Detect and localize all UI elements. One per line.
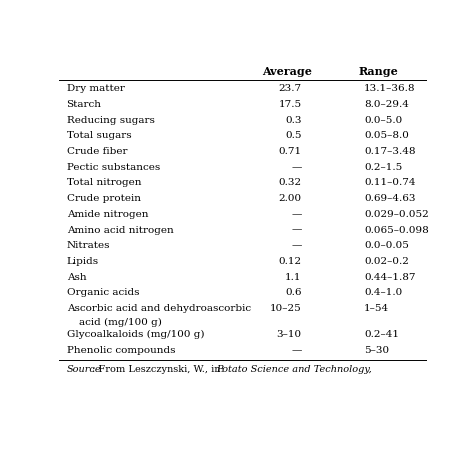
Text: 0.4–1.0: 0.4–1.0 bbox=[364, 288, 402, 297]
Text: 0.32: 0.32 bbox=[279, 178, 301, 187]
Text: 8.0–29.4: 8.0–29.4 bbox=[364, 100, 409, 109]
Text: 0.05–8.0: 0.05–8.0 bbox=[364, 131, 409, 140]
Text: 13.1–36.8: 13.1–36.8 bbox=[364, 84, 416, 93]
Text: Pectic substances: Pectic substances bbox=[66, 163, 160, 172]
Text: 0.2–41: 0.2–41 bbox=[364, 330, 399, 339]
Text: Total nitrogen: Total nitrogen bbox=[66, 178, 141, 187]
Text: 0.69–4.63: 0.69–4.63 bbox=[364, 194, 416, 203]
Text: —: — bbox=[292, 226, 301, 235]
Text: Ash: Ash bbox=[66, 273, 86, 282]
Text: Crude fiber: Crude fiber bbox=[66, 147, 127, 156]
Text: 0.17–3.48: 0.17–3.48 bbox=[364, 147, 416, 156]
Text: 0.5: 0.5 bbox=[285, 131, 301, 140]
Text: Source: Source bbox=[66, 365, 101, 374]
Text: Average: Average bbox=[262, 66, 312, 77]
Text: 0.6: 0.6 bbox=[285, 288, 301, 297]
Text: 0.2–1.5: 0.2–1.5 bbox=[364, 163, 402, 172]
Text: Potato Science and Technology,: Potato Science and Technology, bbox=[217, 365, 372, 374]
Text: Phenolic compounds: Phenolic compounds bbox=[66, 346, 175, 355]
Text: 5–30: 5–30 bbox=[364, 346, 389, 355]
Text: 0.44–1.87: 0.44–1.87 bbox=[364, 273, 416, 282]
Text: 2.00: 2.00 bbox=[279, 194, 301, 203]
Text: : From Leszczynski, W., in:: : From Leszczynski, W., in: bbox=[91, 365, 227, 374]
Text: 0.12: 0.12 bbox=[279, 257, 301, 266]
Text: 23.7: 23.7 bbox=[279, 84, 301, 93]
Text: 0.3: 0.3 bbox=[285, 116, 301, 125]
Text: Ascorbic acid and dehydroascorbic: Ascorbic acid and dehydroascorbic bbox=[66, 304, 251, 313]
Text: 1–54: 1–54 bbox=[364, 304, 389, 313]
Text: 0.029–0.052: 0.029–0.052 bbox=[364, 210, 429, 219]
Text: Crude protein: Crude protein bbox=[66, 194, 141, 203]
Text: Range: Range bbox=[359, 66, 399, 77]
Text: 0.065–0.098: 0.065–0.098 bbox=[364, 226, 429, 235]
Text: 0.0–0.05: 0.0–0.05 bbox=[364, 241, 409, 250]
Text: —: — bbox=[292, 210, 301, 219]
Text: 10–25: 10–25 bbox=[270, 304, 301, 313]
Text: Starch: Starch bbox=[66, 100, 101, 109]
Text: —: — bbox=[292, 241, 301, 250]
Text: acid (mg/100 g): acid (mg/100 g) bbox=[80, 318, 162, 327]
Text: 1.1: 1.1 bbox=[285, 273, 301, 282]
Text: Dry matter: Dry matter bbox=[66, 84, 125, 93]
Text: Lipids: Lipids bbox=[66, 257, 99, 266]
Text: Reducing sugars: Reducing sugars bbox=[66, 116, 155, 125]
Text: 0.0–5.0: 0.0–5.0 bbox=[364, 116, 402, 125]
Text: 3–10: 3–10 bbox=[276, 330, 301, 339]
Text: 0.02–0.2: 0.02–0.2 bbox=[364, 257, 409, 266]
Text: Total sugars: Total sugars bbox=[66, 131, 131, 140]
Text: Amide nitrogen: Amide nitrogen bbox=[66, 210, 148, 219]
Text: 0.71: 0.71 bbox=[279, 147, 301, 156]
Text: —: — bbox=[292, 163, 301, 172]
Text: Amino acid nitrogen: Amino acid nitrogen bbox=[66, 226, 173, 235]
Text: 17.5: 17.5 bbox=[279, 100, 301, 109]
Text: Organic acids: Organic acids bbox=[66, 288, 139, 297]
Text: —: — bbox=[292, 346, 301, 355]
Text: 0.11–0.74: 0.11–0.74 bbox=[364, 178, 416, 187]
Text: Glycoalkaloids (mg/100 g): Glycoalkaloids (mg/100 g) bbox=[66, 330, 204, 339]
Text: Nitrates: Nitrates bbox=[66, 241, 110, 250]
